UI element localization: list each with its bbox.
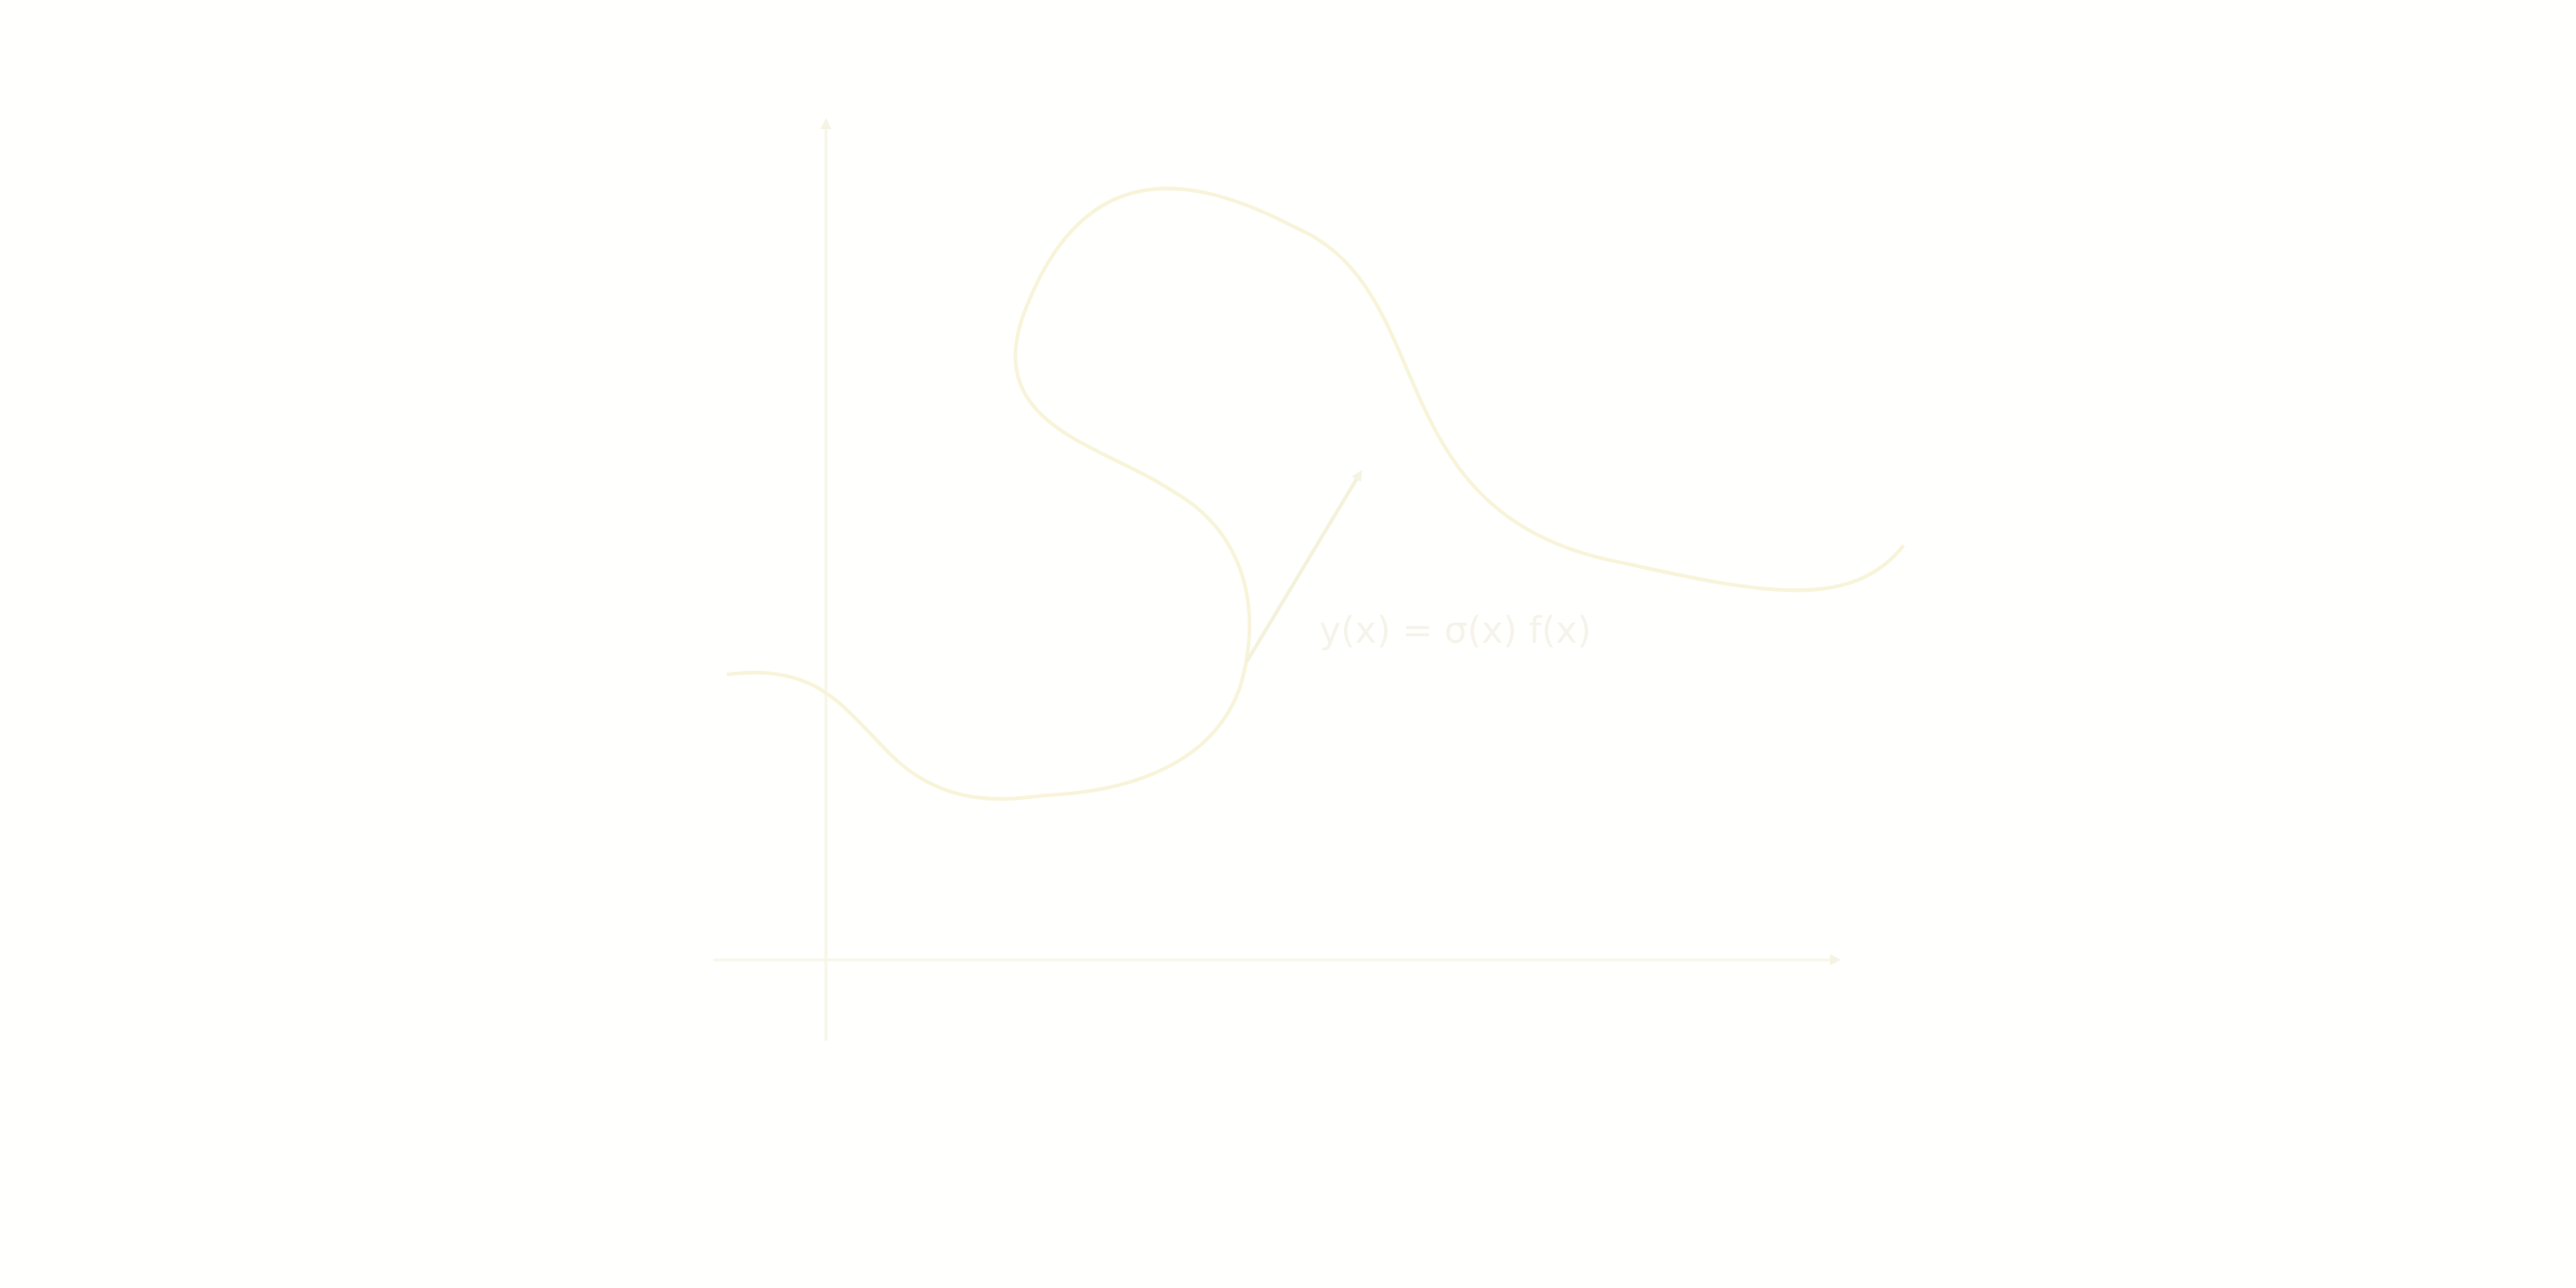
- function-curve: [726, 186, 1905, 801]
- function-label: y(x) = σ(x) f(x): [1319, 610, 1591, 652]
- label-leader-arrow: [1245, 469, 1363, 664]
- coordinate-axes: [713, 118, 1841, 1041]
